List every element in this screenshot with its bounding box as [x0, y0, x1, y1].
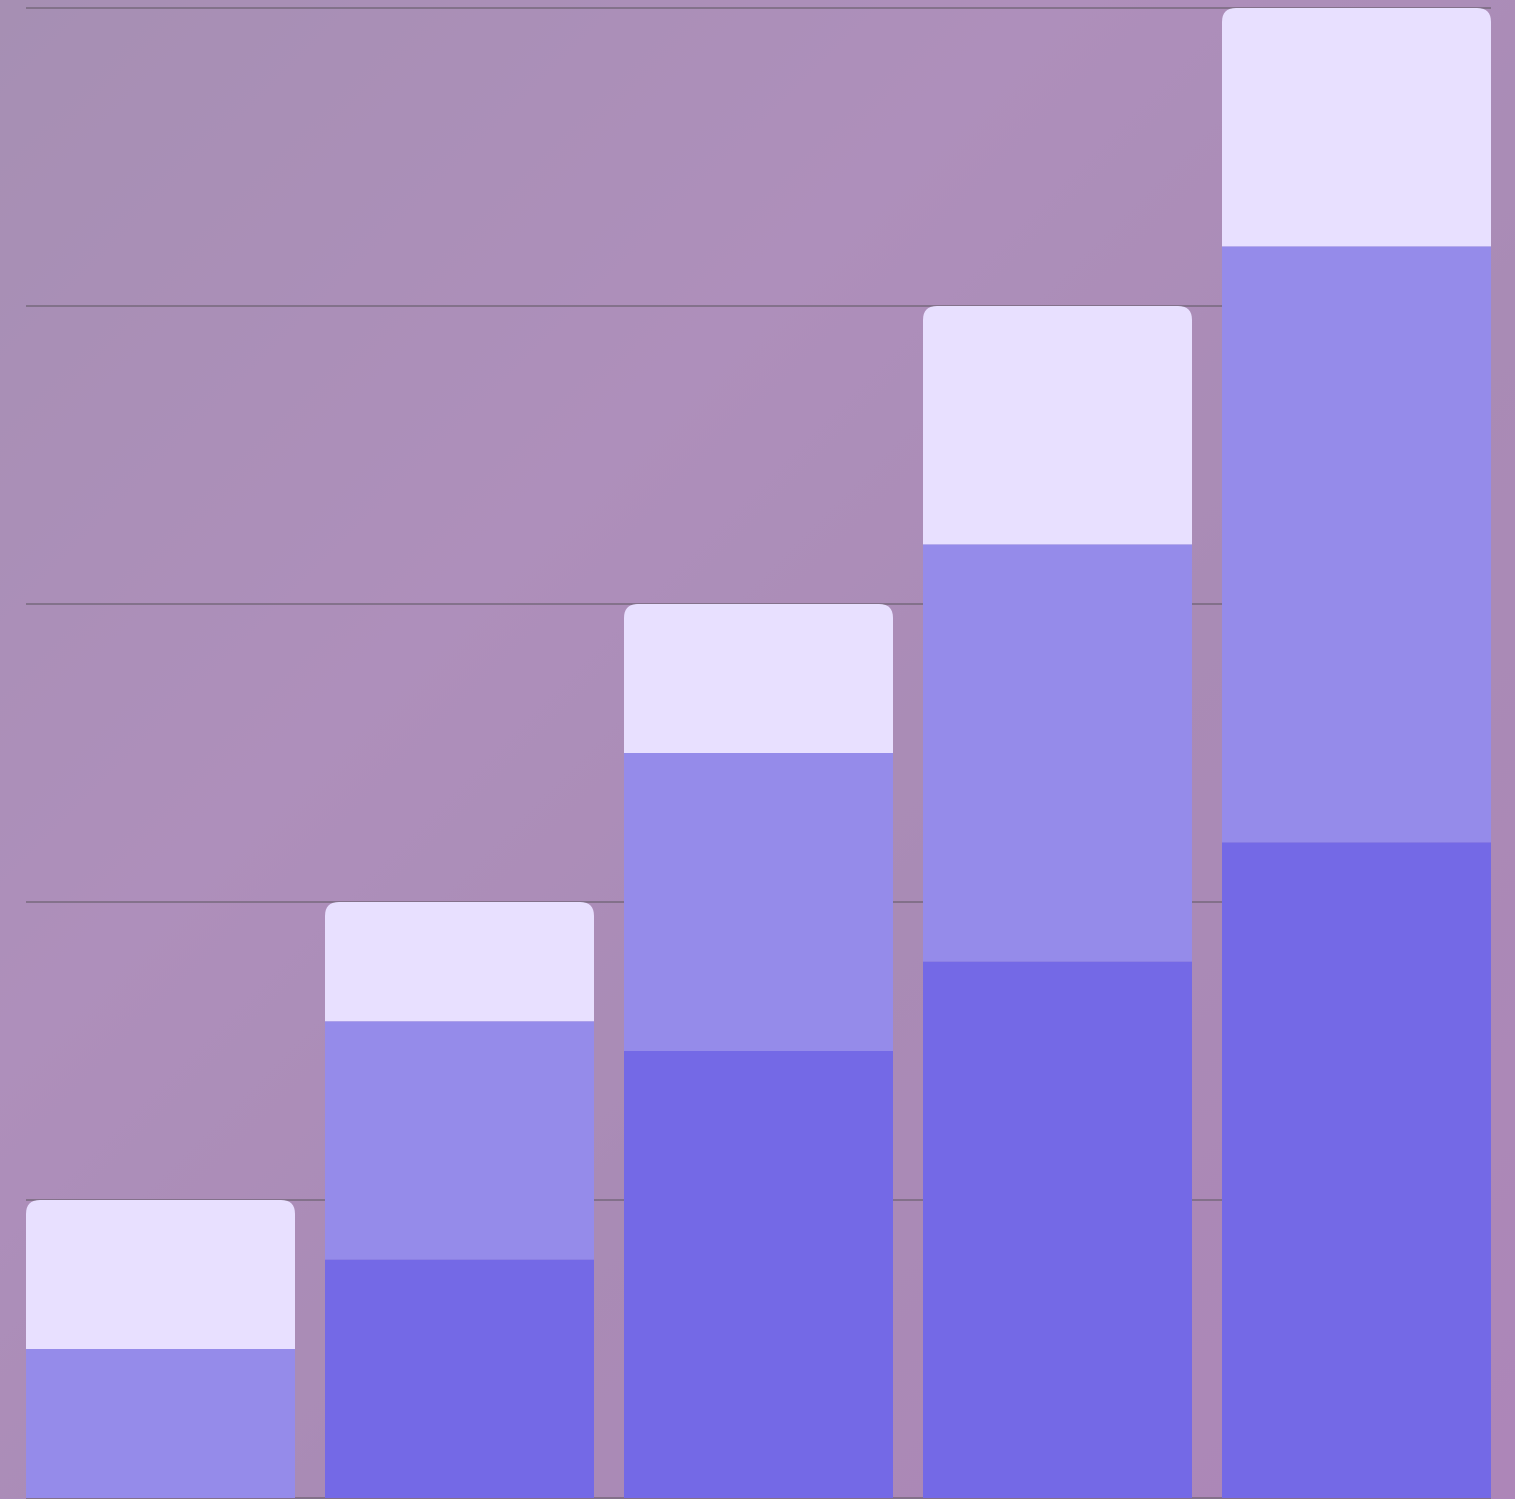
bar-segment	[624, 1051, 893, 1498]
bar-segment	[26, 1200, 295, 1349]
bar-segment	[1222, 8, 1491, 247]
bar-segment	[325, 902, 594, 1022]
bar-segment	[26, 1349, 295, 1498]
bar-segment	[923, 544, 1192, 962]
bar-segment	[325, 1021, 594, 1260]
bar-segment	[923, 961, 1192, 1498]
bar-segment	[624, 604, 893, 753]
bar-segment	[923, 306, 1192, 545]
bar-segment	[1222, 246, 1491, 843]
bar-segment	[325, 1259, 594, 1498]
bar-segment	[624, 753, 893, 1051]
bar-segment	[1222, 842, 1491, 1498]
